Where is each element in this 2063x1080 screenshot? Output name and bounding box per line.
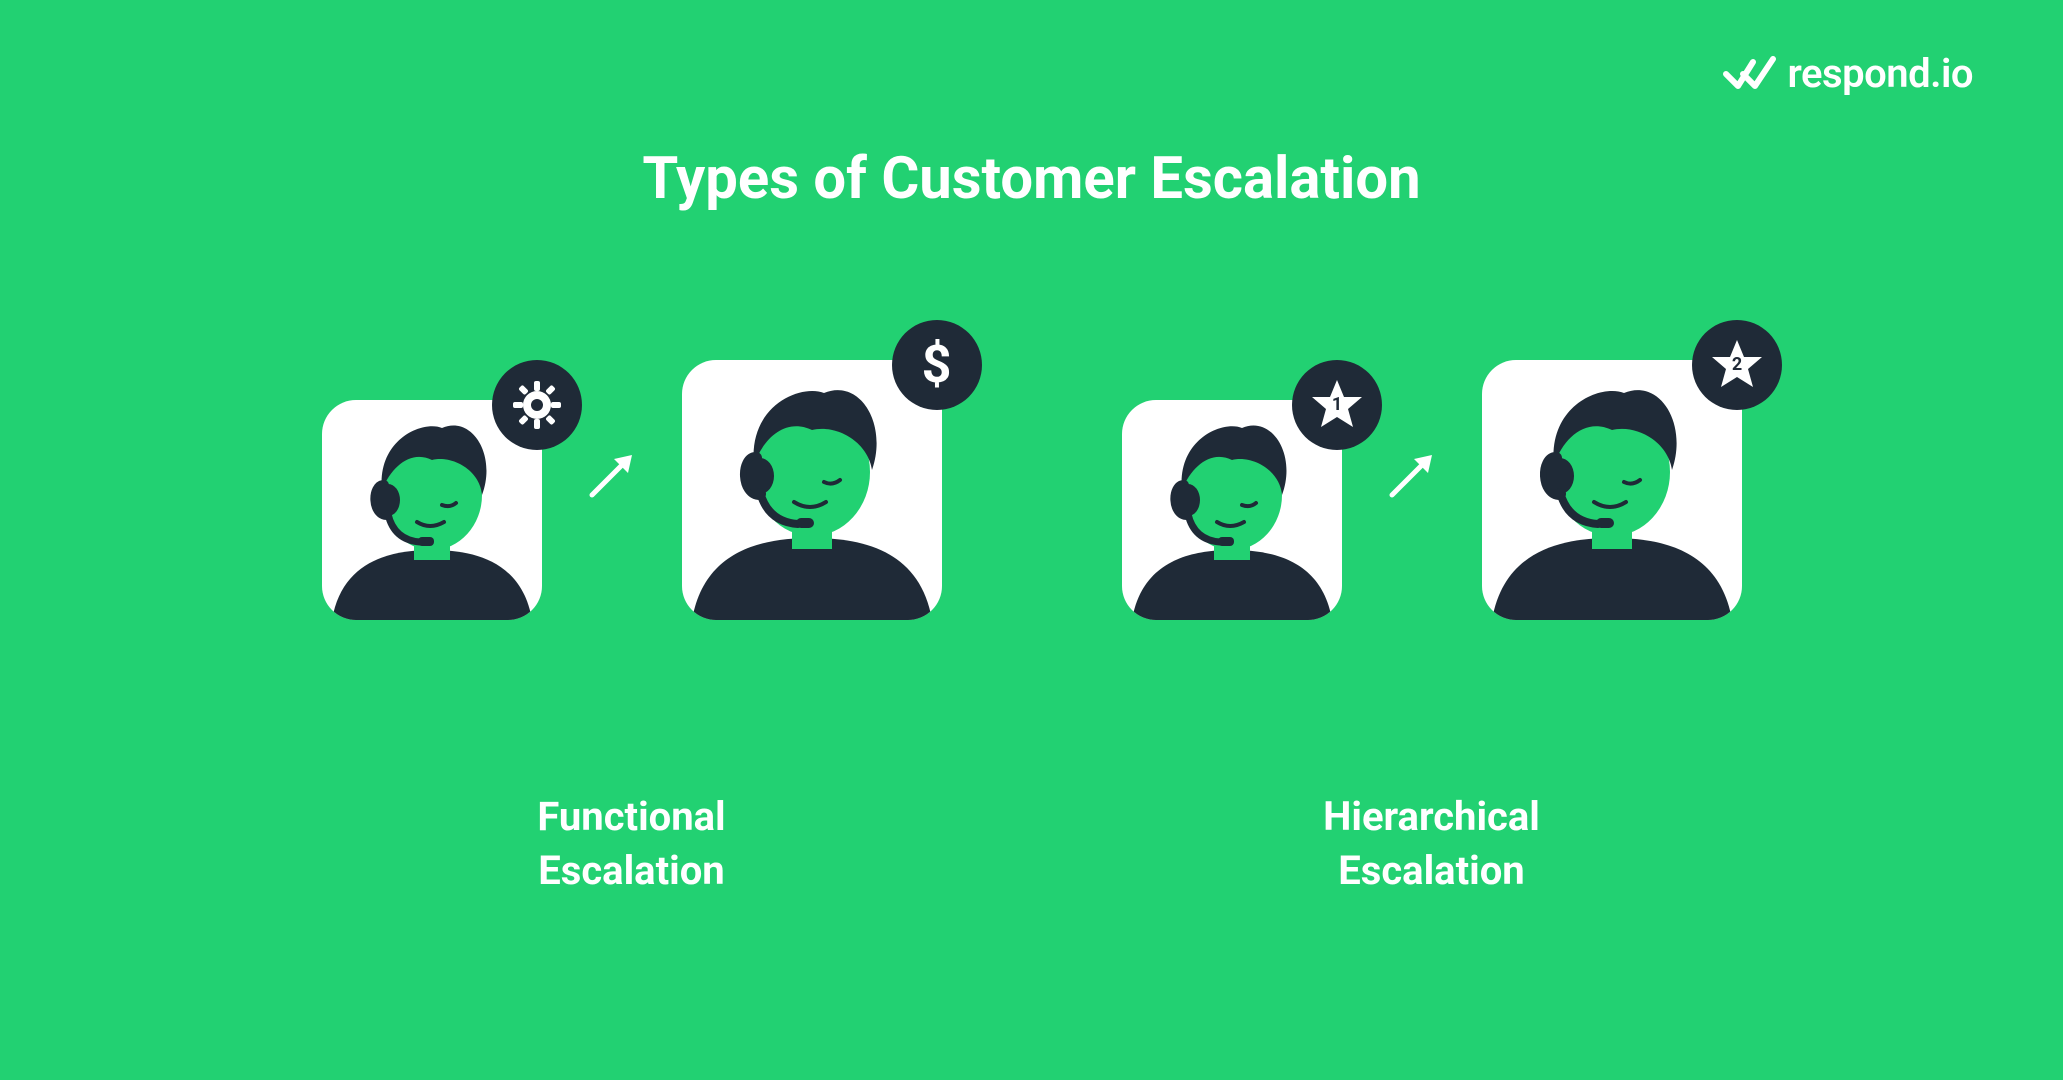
dollar-badge: $ bbox=[892, 320, 982, 410]
logo-check-icon bbox=[1723, 56, 1777, 92]
functional-from-agent bbox=[322, 400, 542, 620]
group-hierarchical: 1 bbox=[1122, 360, 1742, 898]
page-title: Types of Customer Escalation bbox=[0, 145, 2063, 213]
group-functional: $ Functional Escalation bbox=[322, 360, 942, 898]
gear-icon bbox=[512, 380, 562, 430]
brand-logo: respond.io bbox=[1723, 50, 1973, 97]
star-number: 2 bbox=[1731, 354, 1741, 375]
escalation-groups: $ Functional Escalation bbox=[0, 360, 2063, 898]
hierarchical-label: Hierarchical Escalation bbox=[1323, 790, 1540, 898]
star-1-badge: 1 bbox=[1292, 360, 1382, 450]
dollar-icon: $ bbox=[922, 339, 952, 391]
functional-label: Functional Escalation bbox=[537, 790, 725, 898]
agent-card-large bbox=[682, 360, 942, 620]
infographic-canvas: respond.io Types of Customer Escalation bbox=[0, 0, 2063, 1080]
gear-badge bbox=[492, 360, 582, 450]
star-2-badge: 2 bbox=[1692, 320, 1782, 410]
agent-card-large bbox=[1482, 360, 1742, 620]
star-icon: 2 bbox=[1708, 336, 1766, 394]
hierarchical-to-agent: 2 bbox=[1482, 360, 1742, 620]
hierarchical-from-agent: 1 bbox=[1122, 400, 1342, 620]
star-number: 1 bbox=[1331, 394, 1341, 415]
star-icon: 1 bbox=[1308, 376, 1366, 434]
escalation-arrow-icon bbox=[582, 445, 642, 505]
hierarchical-pair: 1 bbox=[1122, 360, 1742, 620]
functional-to-agent: $ bbox=[682, 360, 942, 620]
logo-text: respond.io bbox=[1787, 50, 1973, 97]
functional-pair: $ bbox=[322, 360, 942, 620]
escalation-arrow-icon bbox=[1382, 445, 1442, 505]
